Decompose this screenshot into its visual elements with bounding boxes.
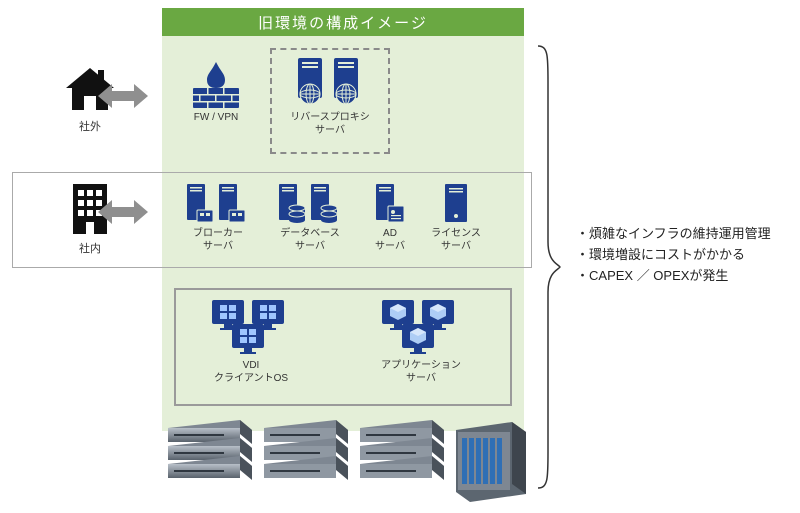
server-pair-panel-icon xyxy=(183,182,253,226)
server-card-icon xyxy=(370,182,410,226)
ad-label: AD サーバ xyxy=(375,228,405,253)
rack-server-icon xyxy=(258,420,350,498)
issue-bullets: 煩雑なインフラの維持運用管理 環境増設にコストがかかる CAPEX ／ OPEX… xyxy=(576,224,771,286)
external-inside-label: 社内 xyxy=(79,240,101,256)
rproxy-label: リバースプロキシ サーバ xyxy=(290,112,370,137)
database-server: データベース サーバ xyxy=(268,182,352,253)
bullet-item: 煩雑なインフラの維持運用管理 xyxy=(576,224,771,245)
fw-label: FW / VPN xyxy=(194,112,238,125)
app-server: アプリケーション サーバ xyxy=(366,298,476,385)
fw-vpn: FW / VPN xyxy=(180,60,252,125)
arrow-bidir-icon xyxy=(96,82,150,110)
broker-server: ブローカー サーバ xyxy=(176,182,260,253)
header-title-bar: 旧環境の構成イメージ xyxy=(162,8,524,36)
rack-server-icon xyxy=(162,420,254,498)
server-pair-globe-icon xyxy=(290,54,370,110)
vdi-label: VDI クライアントOS xyxy=(214,360,288,385)
arrow-bidir-icon xyxy=(96,198,150,226)
server-pair-db-icon xyxy=(275,182,345,226)
license-label: ライセンス サーバ xyxy=(431,228,481,253)
monitors-windows-icon xyxy=(206,298,296,358)
header-title: 旧環境の構成イメージ xyxy=(258,12,428,33)
brace-icon xyxy=(532,42,562,492)
rack-server-icon xyxy=(354,420,446,498)
db-label: データベース サーバ xyxy=(280,228,340,253)
physical-servers-row xyxy=(162,420,532,502)
monitors-cube-icon xyxy=(376,298,466,358)
vdi-client: VDI クライアントOS xyxy=(196,298,306,385)
firewall-icon xyxy=(189,60,243,110)
server-icon xyxy=(441,182,471,226)
bullet-item: CAPEX ／ OPEXが発生 xyxy=(576,266,771,287)
broker-label: ブローカー サーバ xyxy=(193,228,243,253)
external-outside-label: 社外 xyxy=(79,118,101,134)
ad-server: AD サーバ xyxy=(362,182,418,253)
app-label: アプリケーション サーバ xyxy=(381,360,461,385)
bullet-item: 環境増設にコストがかかる xyxy=(576,245,771,266)
license-server: ライセンス サーバ xyxy=(428,182,484,253)
blade-server-icon xyxy=(450,420,530,502)
reverse-proxy: リバースプロキシ サーバ xyxy=(282,54,378,137)
